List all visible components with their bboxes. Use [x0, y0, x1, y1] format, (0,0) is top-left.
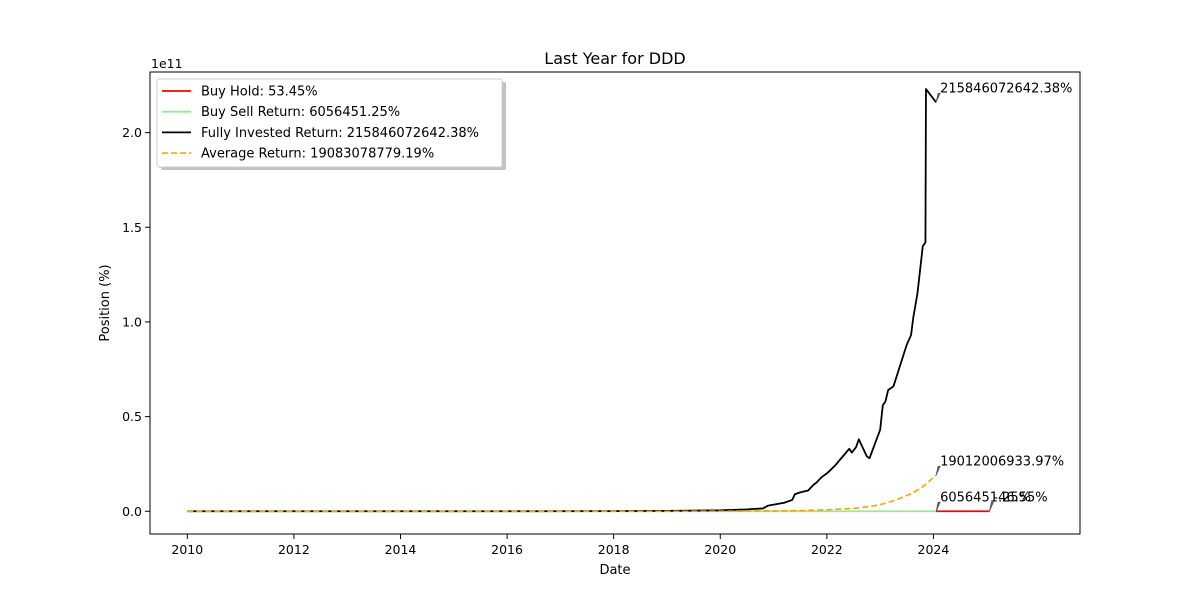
y-tick-label: 2.0 [122, 125, 142, 140]
x-axis-label: Date [599, 563, 630, 578]
annotation-arrow [935, 92, 941, 103]
chart-title: Last Year for DDD [544, 49, 685, 68]
y-tick-label: 1.0 [122, 314, 142, 329]
annotation-label: -46.55% [993, 490, 1047, 505]
y-tick-label: 0.5 [122, 409, 142, 424]
series-line [187, 474, 937, 513]
annotation-label: 215846072642.38% [940, 81, 1072, 96]
annotations-layer: 215846072642.38% 19012006933.97% 6056451.2… [935, 81, 1072, 512]
y-axis-ticks: 0.0 0.5 1.0 1.5 2.0 [122, 125, 150, 519]
annotation-arrow [935, 465, 941, 476]
y-axis-label: Position (%) [98, 264, 113, 341]
annotation-arrow [935, 501, 941, 512]
legend: Buy Hold: 53.45% Buy Sell Return: 6056451… [156, 78, 506, 170]
legend-label: Buy Sell Return: 6056451.25% [201, 105, 400, 120]
x-tick-label: 2018 [598, 542, 630, 557]
legend-box [156, 78, 503, 168]
x-tick-label: 2020 [704, 542, 736, 557]
series-line [187, 88, 937, 513]
annotation-arrow [989, 501, 995, 512]
x-tick-label: 2016 [491, 542, 523, 557]
x-tick-label: 2012 [278, 542, 310, 557]
legend-label: Buy Hold: 53.45% [201, 85, 318, 100]
x-tick-label: 2010 [171, 542, 203, 557]
y-tick-label: 1.5 [122, 220, 142, 235]
annotation-label: 6056451.25% [940, 490, 1031, 505]
series-layer [187, 88, 990, 513]
x-tick-label: 2024 [918, 542, 950, 557]
x-tick-label: 2022 [811, 542, 843, 557]
x-axis-ticks: 2010 2012 2014 2016 2018 2020 2022 2024 [171, 534, 949, 557]
annotation-label: 19012006933.97% [940, 454, 1064, 469]
legend-label: Average Return: 19083078779.19% [201, 147, 434, 162]
plot-frame [149, 71, 1081, 535]
legend-label: Fully Invested Return: 215846072642.38% [201, 126, 479, 141]
y-scale-label: 1e11 [151, 56, 183, 71]
y-tick-label: 0.0 [122, 504, 142, 519]
x-tick-label: 2014 [385, 542, 417, 557]
